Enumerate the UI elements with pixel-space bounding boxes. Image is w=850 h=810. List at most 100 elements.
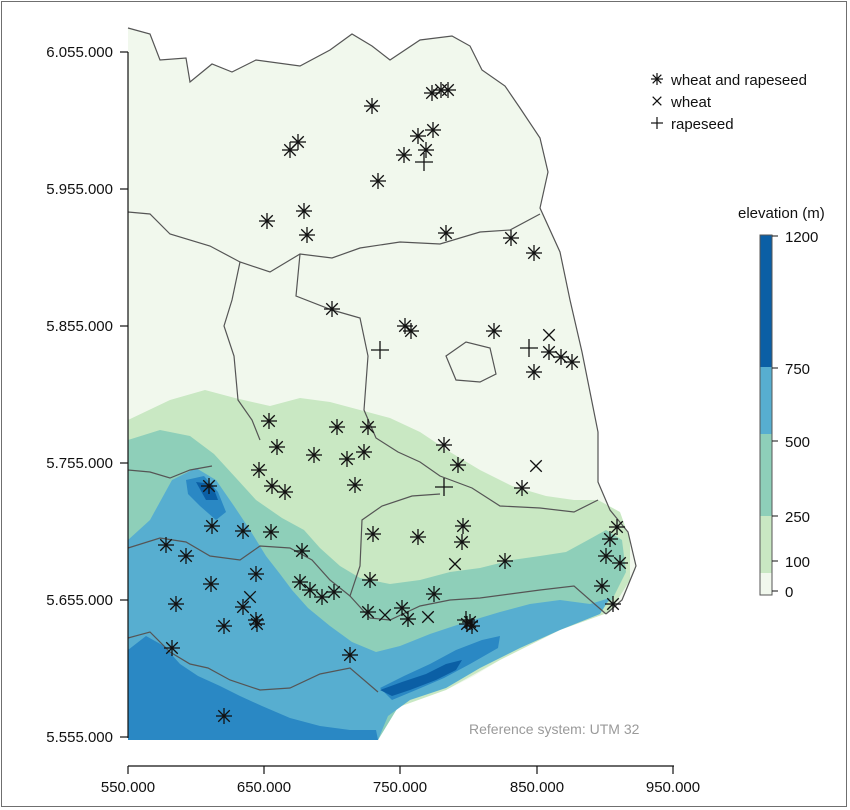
elevation-title: elevation (m) xyxy=(738,205,825,222)
x-tick-label: 550.000 xyxy=(101,779,155,796)
axes xyxy=(127,52,674,767)
y-tick-label: 5.655.000 xyxy=(46,592,113,609)
elevation-tick-label: 0 xyxy=(785,584,793,601)
site-wheat-and-rapeseed-marker xyxy=(168,596,184,612)
site-wheat-and-rapeseed-marker xyxy=(302,582,318,598)
site-wheat-and-rapeseed-marker xyxy=(364,98,380,114)
site-wheat-and-rapeseed-marker xyxy=(203,576,219,592)
site-wheat-and-rapeseed-marker xyxy=(204,518,220,534)
site-wheat-marker xyxy=(243,590,257,604)
site-wheat-and-rapeseed-marker xyxy=(251,462,267,478)
elevation-band-750 xyxy=(128,636,378,740)
sea-area xyxy=(160,28,430,80)
y-tick-label: 5.755.000 xyxy=(46,455,113,472)
region-boundaries xyxy=(127,27,637,693)
site-wheat-and-rapeseed-marker xyxy=(514,480,530,496)
site-wheat-and-rapeseed-marker xyxy=(360,604,376,620)
elevation-color-band xyxy=(760,516,772,573)
coastline xyxy=(127,27,637,615)
site-rapeseed-marker xyxy=(457,611,475,629)
site-wheat-and-rapeseed-marker xyxy=(269,439,285,455)
elevation-tick-label: 250 xyxy=(785,509,810,526)
elevation-map xyxy=(127,27,637,740)
elevation-color-band xyxy=(760,367,772,434)
x-tick-label: 750.000 xyxy=(373,779,427,796)
boundary-thuringia xyxy=(127,493,441,598)
site-wheat-and-rapeseed-marker xyxy=(326,584,342,600)
boundary-saxony xyxy=(349,585,607,621)
elevation-peak xyxy=(380,660,462,696)
site-wheat-and-rapeseed-marker xyxy=(277,484,293,500)
site-wheat-and-rapeseed-marker xyxy=(436,437,452,453)
legend-x-icon xyxy=(652,96,662,106)
site-wheat-and-rapeseed-marker xyxy=(178,548,194,564)
site-wheat-and-rapeseed-marker xyxy=(294,543,310,559)
site-wheat-and-rapeseed-marker xyxy=(296,203,312,219)
elevation-tick-label: 1200 xyxy=(785,229,818,246)
site-wheat-and-rapeseed-marker xyxy=(486,323,502,339)
site-wheat-and-rapeseed-marker xyxy=(605,596,621,612)
site-rapeseed-marker xyxy=(371,341,389,359)
site-wheat-and-rapeseed-marker xyxy=(526,245,542,261)
x-tick-label: 950.000 xyxy=(646,779,700,796)
site-wheat-and-rapeseed-marker xyxy=(425,122,441,138)
boundary-south xyxy=(127,631,379,693)
site-wheat-and-rapeseed-marker xyxy=(440,82,456,98)
legend-plus-icon xyxy=(651,117,663,129)
site-wheat-and-rapeseed-marker xyxy=(370,173,386,189)
boundary-mv xyxy=(127,211,541,273)
y-tick-label: 5.855.000 xyxy=(46,318,113,335)
y-tick-label: 5.555.000 xyxy=(46,729,113,746)
y-tick-label: 5.955.000 xyxy=(46,181,113,198)
site-wheat-and-rapeseed-marker xyxy=(314,589,330,605)
boundary-saxony-anhalt xyxy=(295,253,599,513)
site-wheat-marker xyxy=(378,608,392,622)
site-wheat-and-rapeseed-marker xyxy=(235,523,251,539)
site-wheat-and-rapeseed-marker xyxy=(299,227,315,243)
site-wheat-and-rapeseed-marker xyxy=(394,600,410,616)
site-wheat-and-rapeseed-marker xyxy=(594,578,610,594)
site-wheat-and-rapeseed-marker xyxy=(396,147,412,163)
site-wheat-and-rapeseed-marker xyxy=(454,534,470,550)
x-tick-label: 850.000 xyxy=(510,779,564,796)
site-wheat-and-rapeseed-marker xyxy=(259,213,275,229)
legend-label: rapeseed xyxy=(671,116,734,133)
site-wheat-and-rapeseed-marker xyxy=(400,611,416,627)
elevation-tick-label: 100 xyxy=(785,554,810,571)
site-wheat-and-rapeseed-marker xyxy=(201,478,217,494)
reference-system-note: Reference system: UTM 32 xyxy=(469,721,640,737)
site-wheat-and-rapeseed-marker xyxy=(356,444,372,460)
site-wheat-and-rapeseed-marker xyxy=(410,128,426,144)
y-axis: 6.055.000 5.955.000 5.855.000 5.755.000 5.65… xyxy=(46,44,128,746)
site-rapeseed-marker xyxy=(415,153,433,171)
site-wheat-and-rapeseed-marker xyxy=(609,519,625,535)
site-wheat-and-rapeseed-marker xyxy=(418,142,434,158)
boundary-berlin xyxy=(445,341,497,383)
site-wheat-and-rapeseed-marker xyxy=(362,572,378,588)
site-wheat-and-rapeseed-marker xyxy=(424,85,440,101)
site-wheat-and-rapeseed-marker xyxy=(324,301,340,317)
site-rapeseed-marker xyxy=(520,339,538,357)
site-wheat-and-rapeseed-marker xyxy=(290,134,306,150)
site-wheat-marker xyxy=(529,459,543,473)
site-wheat-and-rapeseed-marker xyxy=(564,354,580,370)
site-wheat-and-rapeseed-marker xyxy=(426,586,442,602)
site-wheat-and-rapeseed-marker xyxy=(339,451,355,467)
site-wheat-and-rapeseed-marker xyxy=(158,537,174,553)
elevation-tick-label: 500 xyxy=(785,434,810,451)
site-wheat-and-rapeseed-marker xyxy=(541,344,557,360)
boundary-brandenburg-west xyxy=(223,261,261,441)
site-rapeseed-marker xyxy=(435,478,453,496)
site-wheat-marker xyxy=(448,557,462,571)
site-wheat-and-rapeseed-marker xyxy=(249,616,265,632)
site-wheat-and-rapeseed-marker xyxy=(462,614,478,630)
site-wheat-and-rapeseed-marker xyxy=(347,477,363,493)
site-wheat-and-rapeseed-marker xyxy=(602,531,618,547)
site-wheat-and-rapeseed-marker xyxy=(503,230,519,246)
legend-label: wheat xyxy=(670,94,712,111)
site-wheat-and-rapeseed-marker xyxy=(216,618,232,634)
x-axis: 550.000 650.000 750.000 850.000 950.000 xyxy=(101,766,700,796)
site-wheat-and-rapeseed-marker xyxy=(261,413,277,429)
site-wheat-and-rapeseed-marker xyxy=(306,447,322,463)
